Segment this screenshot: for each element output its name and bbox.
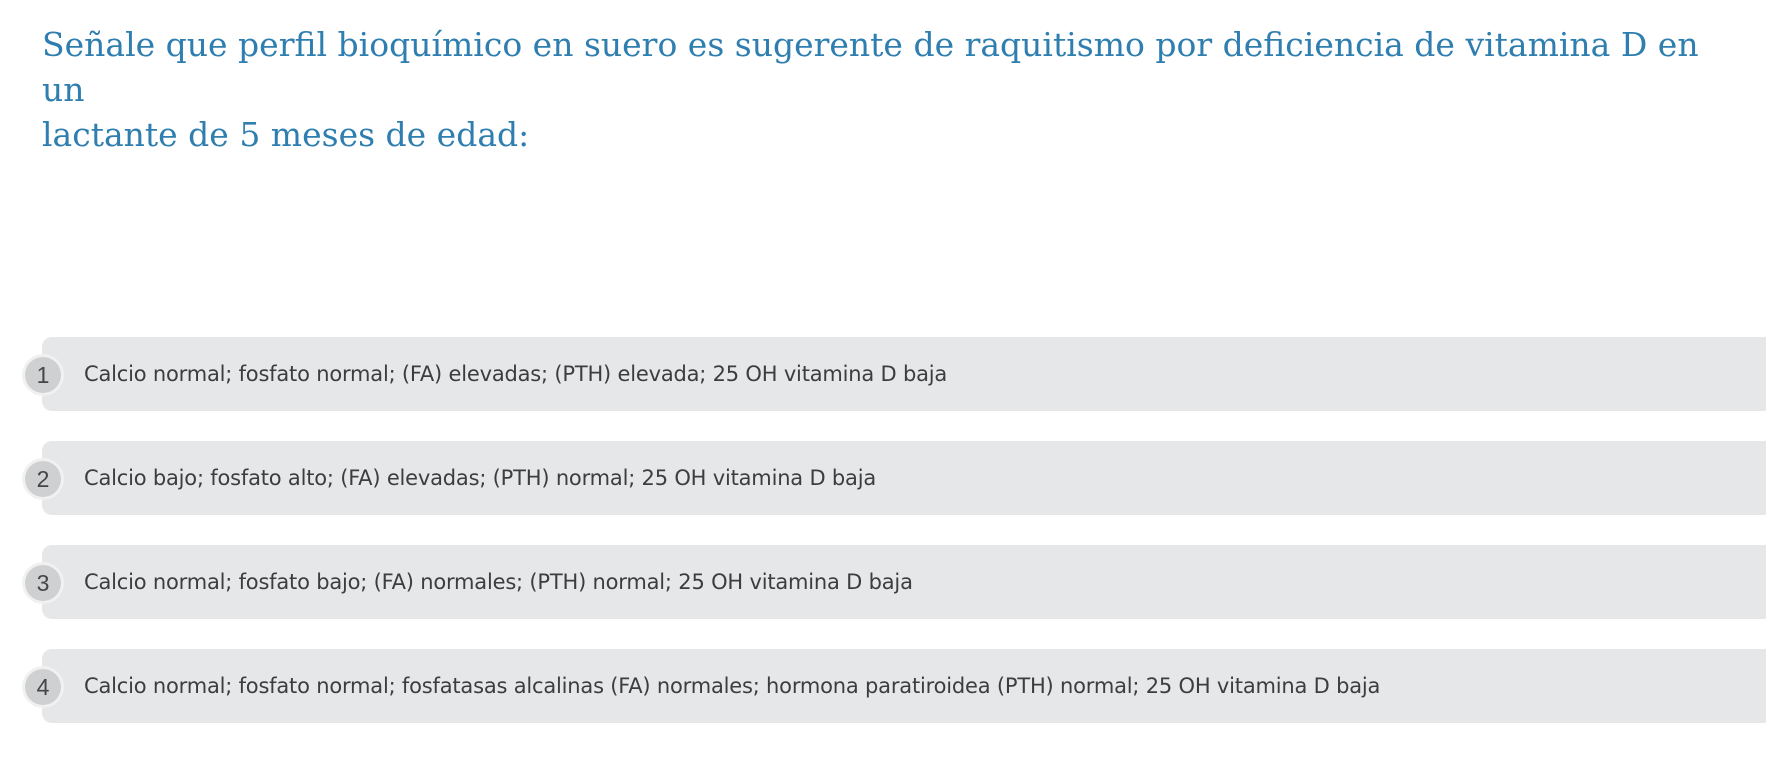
answer-options-list: 1 Calcio normal; fosfato normal; (FA) el…: [0, 337, 1766, 753]
answer-option-2-number: 2: [25, 461, 61, 497]
answer-option-3-bar[interactable]: [42, 545, 1766, 619]
answer-option-3-text[interactable]: Calcio normal; fosfato bajo; (FA) normal…: [84, 570, 913, 594]
answer-option-4-bar[interactable]: [42, 649, 1766, 723]
answer-option-1-number: 1: [25, 357, 61, 393]
answer-option-3[interactable]: 3 Calcio normal; fosfato bajo; (FA) norm…: [0, 545, 1766, 619]
answer-option-4[interactable]: 4 Calcio normal; fosfato normal; fosfata…: [0, 649, 1766, 723]
answer-option-2-bar[interactable]: [42, 441, 1766, 515]
answer-option-4-number: 4: [25, 669, 61, 705]
answer-option-4-text[interactable]: Calcio normal; fosfato normal; fosfatasa…: [84, 674, 1381, 698]
answer-option-2[interactable]: 2 Calcio bajo; fosfato alto; (FA) elevad…: [0, 441, 1766, 515]
answer-option-1[interactable]: 1 Calcio normal; fosfato normal; (FA) el…: [0, 337, 1766, 411]
answer-option-1-text[interactable]: Calcio normal; fosfato normal; (FA) elev…: [84, 362, 948, 386]
answer-option-1-bar[interactable]: [42, 337, 1766, 411]
answer-option-3-number: 3: [25, 565, 61, 601]
answer-option-2-text[interactable]: Calcio bajo; fosfato alto; (FA) elevadas…: [84, 466, 877, 490]
question-text: Señale que perfil bioquímico en suero es…: [42, 25, 1699, 154]
